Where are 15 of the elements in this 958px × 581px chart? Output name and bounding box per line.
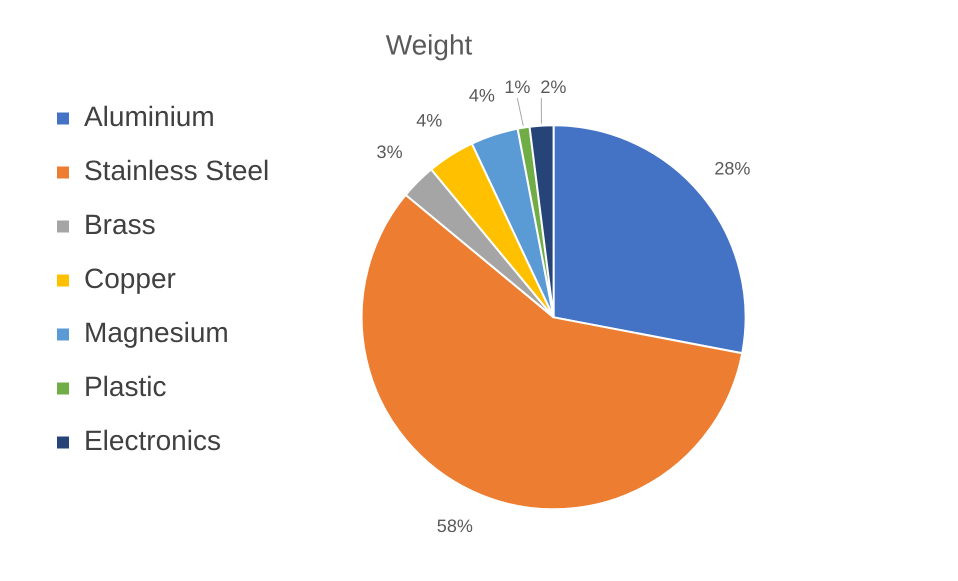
- data-label: 58%: [436, 516, 473, 536]
- legend-label: Stainless Steel: [84, 155, 270, 186]
- chart-title: Weight: [386, 30, 473, 61]
- data-label: 3%: [376, 142, 403, 162]
- data-label: 2%: [540, 77, 566, 98]
- legend-label: Electronics: [84, 425, 221, 456]
- legend-label: Aluminium: [84, 101, 215, 132]
- data-label: 4%: [416, 110, 442, 130]
- data-label: 4%: [468, 86, 495, 106]
- legend-label: Plastic: [84, 371, 166, 402]
- legend-label: Magnesium: [84, 317, 229, 348]
- data-label: 28%: [714, 158, 750, 178]
- legend-label: Copper: [84, 263, 176, 294]
- data-label: 1%: [504, 77, 530, 98]
- legend-label: Brass: [84, 209, 156, 240]
